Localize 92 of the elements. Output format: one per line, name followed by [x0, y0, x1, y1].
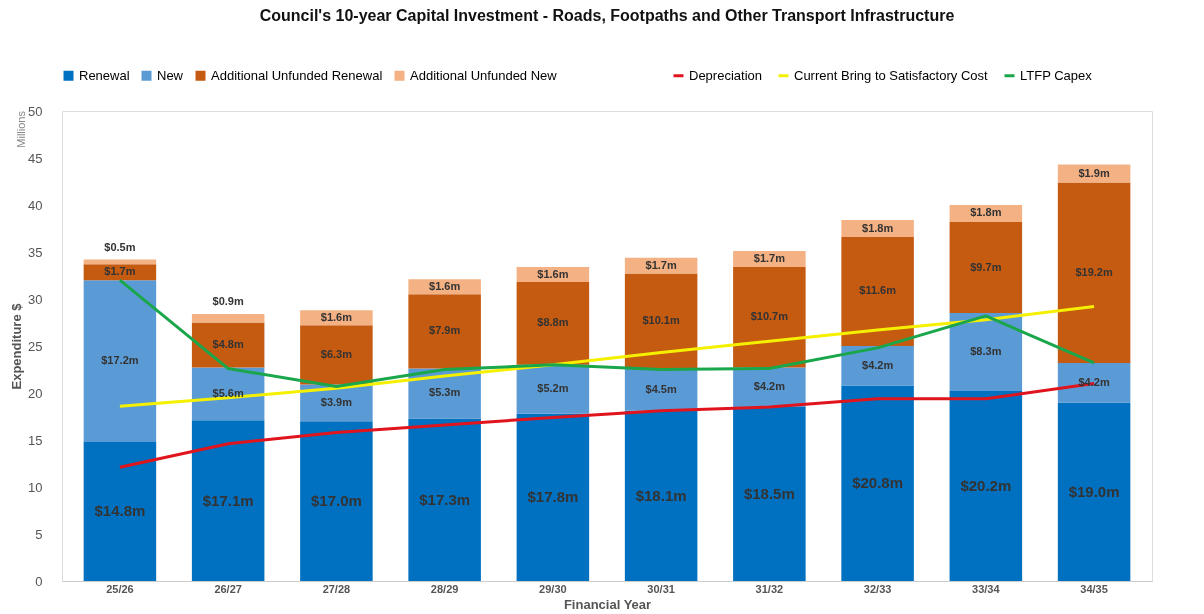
x-tick-label: 31/32	[755, 582, 784, 595]
legend-label: Current Bring to Satisfactory Cost	[794, 67, 989, 83]
data-label: $6.3m	[320, 347, 353, 360]
x-tick-label: 27/28	[322, 582, 351, 595]
data-label: $1.7m	[104, 265, 136, 278]
bar	[516, 282, 590, 365]
bar	[949, 391, 1023, 581]
y-tick-label: 0	[35, 573, 43, 589]
data-label: $8.8m	[537, 316, 569, 329]
x-tick-label: 32/33	[863, 582, 892, 595]
data-label: $19.2m	[1075, 265, 1113, 278]
data-label: $3.9m	[320, 395, 353, 408]
legend-label: Additional Unfunded Renewal	[211, 67, 383, 83]
data-label: $1.6m	[537, 267, 569, 280]
bar	[841, 236, 914, 346]
data-label: $5.6m	[212, 386, 244, 399]
bar	[516, 413, 590, 581]
data-label: $18.5m	[743, 485, 795, 503]
data-label: $4.2m	[753, 380, 786, 393]
data-label: $4.2m	[862, 358, 894, 371]
data-label: $4.2m	[1078, 375, 1110, 388]
x-tick-label: 29/30	[539, 582, 567, 595]
bar	[191, 314, 265, 323]
data-label: $4.8m	[212, 338, 244, 351]
data-label: $1.9m	[1078, 166, 1110, 179]
text: Millions	[15, 110, 27, 148]
y-tick-label: 25	[28, 338, 43, 354]
bar	[624, 410, 698, 581]
data-label: $5.3m	[429, 386, 461, 399]
x-tick-label: 28/29	[430, 582, 459, 595]
x-tick-label: 25/26	[106, 582, 134, 595]
data-label: $20.8m	[852, 474, 904, 492]
data-label: $17.0m	[310, 492, 362, 510]
data-label: $10.7m	[750, 310, 789, 323]
bar	[408, 418, 481, 581]
data-label: $18.1m	[635, 486, 687, 504]
data-label: $17.8m	[527, 488, 579, 506]
y-tick-label: 20	[28, 385, 43, 401]
bar	[83, 280, 157, 442]
bar	[191, 420, 265, 581]
data-label: $0.9m	[212, 295, 244, 308]
x-tick-label: 26/27	[214, 582, 242, 595]
legend-label: Renewal	[79, 67, 130, 83]
data-label: $1.6m	[320, 310, 353, 323]
data-label: $19.0m	[1068, 482, 1120, 500]
data-label: $7.9m	[429, 324, 461, 337]
data-label: $1.8m	[862, 221, 894, 234]
legend-label: LTFP Capex	[1020, 67, 1093, 83]
bar	[949, 221, 1023, 314]
bar	[1057, 182, 1131, 363]
bar	[733, 267, 806, 368]
y-tick-label: 10	[28, 479, 43, 495]
legend-label: Depreciation	[689, 67, 762, 83]
data-label: $1.7m	[645, 258, 677, 271]
data-label: $4.5m	[645, 382, 677, 395]
bar	[624, 273, 698, 369]
y-tick-label: 15	[28, 432, 43, 448]
y-tick-label: 50	[28, 103, 43, 119]
bar	[300, 325, 373, 385]
y-tick-label: 40	[28, 197, 43, 213]
bar	[733, 407, 806, 581]
legend-label: New	[157, 67, 184, 83]
y-tick-label: 5	[35, 526, 43, 542]
data-label: $17.1m	[202, 491, 254, 509]
y-axis-title: Expenditure $	[9, 302, 25, 390]
bar	[83, 441, 157, 581]
data-label: $1.8m	[970, 206, 1002, 219]
data-label: $14.8m	[94, 502, 146, 520]
x-tick-label: 33/34	[972, 582, 1001, 595]
data-label: $8.3m	[970, 345, 1002, 358]
bar	[408, 294, 481, 369]
y-tick-label: 35	[28, 244, 43, 260]
y-tick-label: 30	[28, 291, 43, 307]
x-axis-title: Financial Year	[563, 596, 652, 612]
data-label: $17.3m	[419, 490, 471, 508]
data-label: $0.5m	[104, 240, 136, 253]
x-tick-label: 34/35	[1080, 582, 1108, 595]
data-label: $10.1m	[642, 314, 680, 327]
chart-title: Council's 10-year Capital Investment - Roads, Footpaths and Other Transport Infrastructure	[259, 7, 955, 24]
bar	[841, 385, 914, 581]
bar	[1057, 402, 1131, 581]
legend-label: Additional Unfunded New	[410, 67, 558, 83]
data-label: $11.6m	[859, 284, 897, 297]
data-label: $17.2m	[101, 354, 139, 367]
data-label: $1.7m	[753, 252, 786, 265]
data-label: $1.6m	[429, 279, 461, 292]
y-tick-label: 45	[28, 150, 43, 166]
data-label: $5.2m	[537, 382, 569, 395]
bar	[300, 421, 373, 581]
data-label: $9.7m	[970, 260, 1002, 273]
data-label: $20.2m	[960, 477, 1012, 495]
x-tick-label: 30/31	[647, 582, 675, 595]
